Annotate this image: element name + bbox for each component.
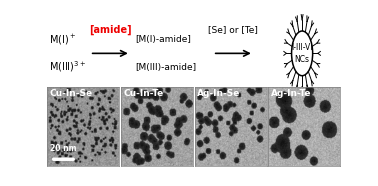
Text: [amide]: [amide] [89,25,132,35]
Text: Ag-In-Se: Ag-In-Se [197,89,240,98]
Text: [M(III)-amide]: [M(III)-amide] [135,62,196,72]
Text: Ag-In-Te: Ag-In-Te [271,89,311,98]
Text: Cu-In-Te: Cu-In-Te [123,89,163,98]
Text: M(III)$^{3+}$: M(III)$^{3+}$ [49,60,86,74]
Text: Cu-In-Se: Cu-In-Se [50,89,93,98]
Text: I-III-VI: I-III-VI [291,43,313,52]
Text: [Se] or [Te]: [Se] or [Te] [208,25,258,34]
Text: 20 nm: 20 nm [50,144,77,153]
Circle shape [291,31,313,76]
Text: NCs: NCs [294,55,310,64]
Text: M(I)$^+$: M(I)$^+$ [49,33,76,47]
Text: [M(I)-amide]: [M(I)-amide] [135,35,191,44]
